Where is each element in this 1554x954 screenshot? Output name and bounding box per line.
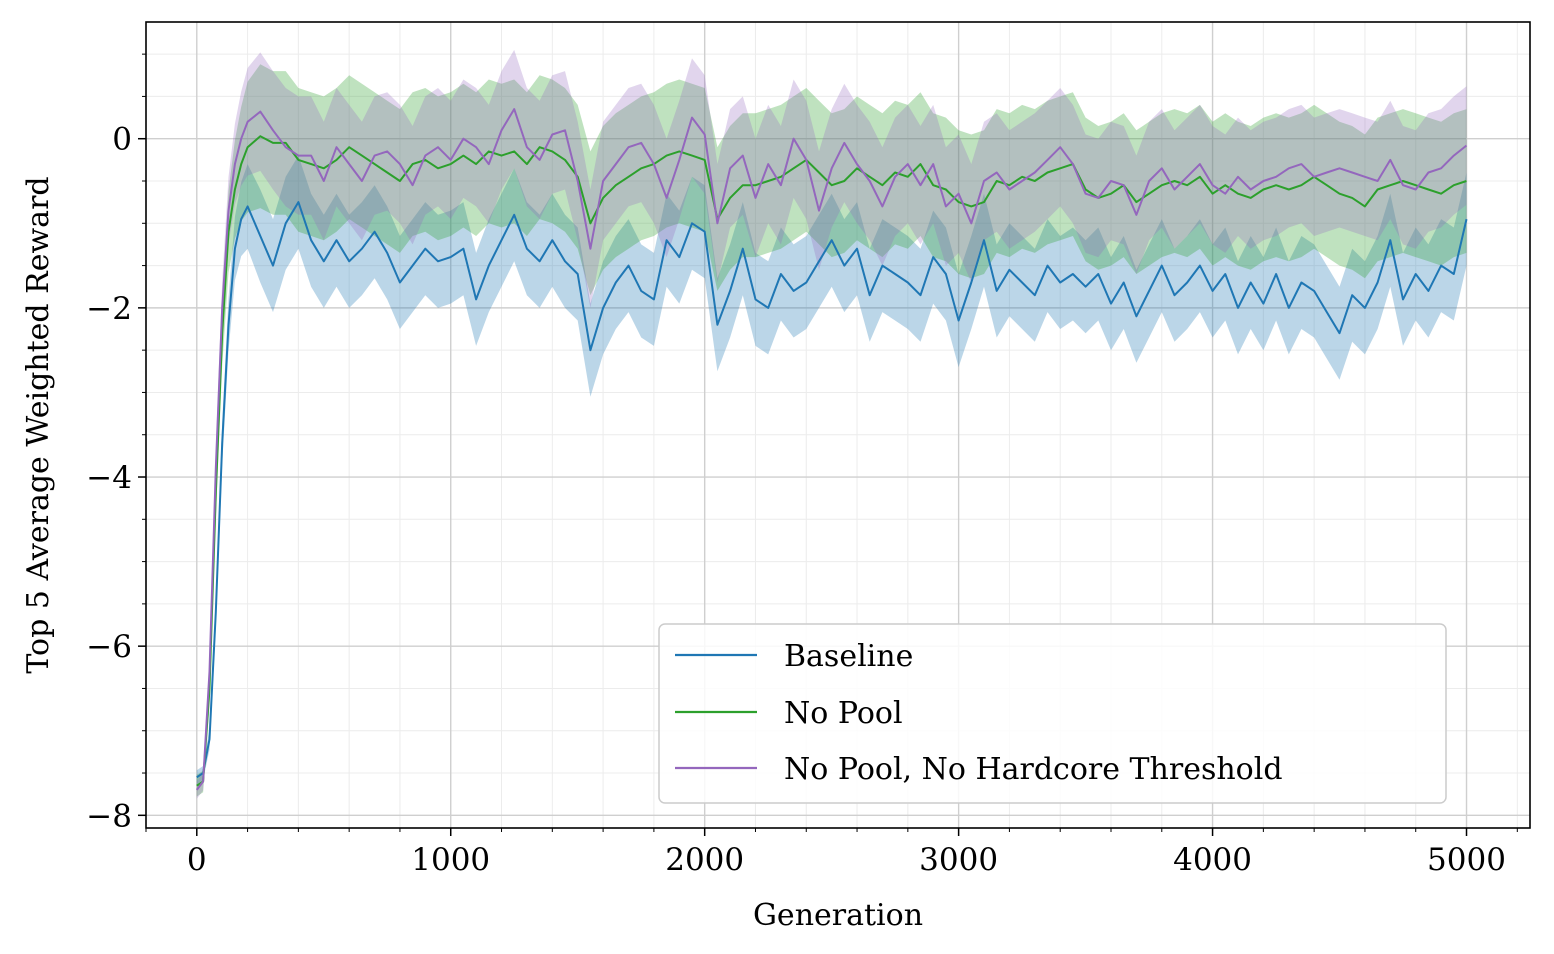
- x-tick-label: 4000: [1173, 842, 1252, 878]
- x-tick-label: 2000: [665, 842, 744, 878]
- confidence-bands: [196, 49, 1467, 799]
- x-tick-label: 3000: [919, 842, 998, 878]
- series-lines: [196, 108, 1468, 791]
- x-tick-label: 1000: [411, 842, 490, 878]
- y-tick-label: 0: [112, 122, 132, 158]
- y-tick-label: −4: [86, 460, 132, 496]
- x-tick-labels: 0 1000 2000 3000 4000 5000: [187, 842, 1506, 878]
- confidence-band-2: [196, 49, 1467, 799]
- legend-label-baseline: Baseline: [784, 639, 913, 674]
- series-line-0: [196, 201, 1468, 779]
- legend-box: [658, 623, 1447, 804]
- x-axis-title: Generation: [753, 898, 923, 933]
- confidence-band-1: [196, 64, 1467, 797]
- axis-ticks: [138, 53, 1518, 836]
- legend: Baseline No Pool No Pool, No Hardcore Th…: [658, 623, 1447, 804]
- legend-label-no-pool: No Pool: [784, 696, 903, 731]
- y-tick-label: −2: [86, 291, 132, 327]
- legend-label-no-pool-no-hardcore: No Pool, No Hardcore Threshold: [784, 752, 1283, 787]
- y-tick-label: −6: [86, 629, 132, 665]
- x-tick-label: 0: [187, 842, 207, 878]
- x-tick-label: 5000: [1427, 842, 1506, 878]
- y-axis-title: Top 5 Average Weighted Reward: [21, 176, 56, 673]
- y-tick-labels: −8 −6 −4 −2 0: [86, 122, 132, 835]
- series-line-2: [196, 108, 1468, 791]
- y-tick-label: −8: [86, 798, 132, 834]
- confidence-band-0: [196, 155, 1467, 785]
- plot-frame: [145, 21, 1531, 829]
